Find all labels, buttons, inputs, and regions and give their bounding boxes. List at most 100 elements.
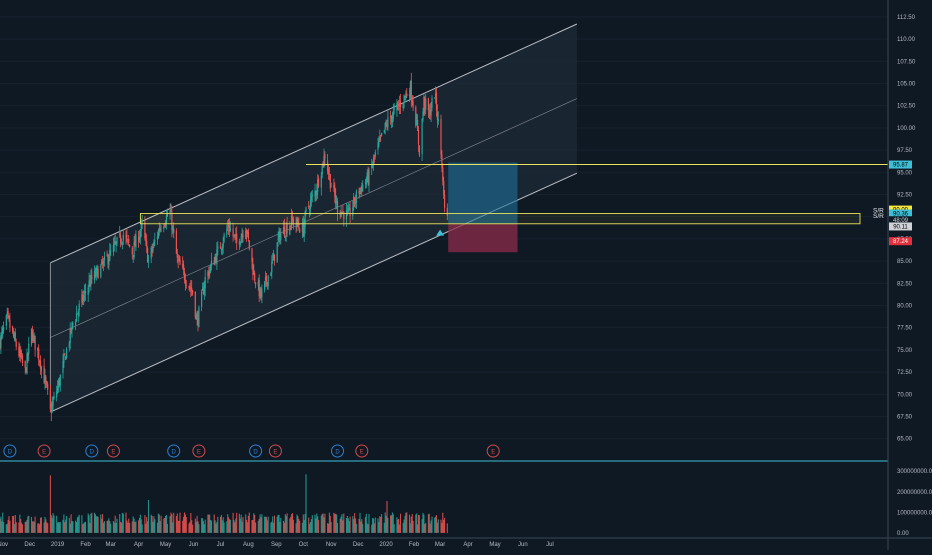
- candle-body: [435, 92, 438, 111]
- earnings-badge[interactable]: E: [37, 444, 51, 458]
- candle-body: [75, 321, 77, 325]
- volume-bar: [135, 521, 137, 533]
- volume-bar: [116, 518, 118, 533]
- earnings-badge[interactable]: E: [192, 444, 206, 458]
- time-axis-label: Jul: [217, 542, 225, 548]
- volume-bar: [335, 513, 337, 533]
- volume-bar: [203, 524, 205, 533]
- candle-body: [39, 361, 41, 363]
- earnings-badge[interactable]: E: [486, 444, 500, 458]
- candle-body: [122, 234, 124, 241]
- candle-body: [304, 211, 306, 227]
- volume-bar: [82, 524, 84, 533]
- volume-bar: [57, 522, 60, 533]
- candle-body: [219, 245, 222, 249]
- candle-body: [408, 94, 411, 97]
- earnings-badge[interactable]: E: [268, 444, 282, 458]
- volume-bar: [126, 520, 128, 533]
- candle-body: [246, 230, 249, 234]
- volume-bar: [310, 519, 312, 533]
- volume-tick-label: 200000000.00: [897, 490, 932, 496]
- volume-bar: [39, 517, 42, 533]
- candle-body: [152, 247, 154, 252]
- candle-body: [362, 184, 364, 192]
- dividend-badge[interactable]: D: [331, 444, 344, 458]
- candle-body: [441, 154, 443, 168]
- support-resistance-zones[interactable]: S/RS/R: [139, 164, 888, 236]
- badge-ring: [249, 444, 263, 458]
- volume-bar: [309, 522, 312, 533]
- volume-bar: [5, 524, 7, 533]
- volume-bar: [417, 524, 419, 533]
- volume-bar: [131, 521, 133, 533]
- volume-bar: [381, 514, 383, 533]
- price-tick-label: 75.00: [897, 348, 913, 354]
- candle-body: [327, 169, 330, 175]
- candle-body: [33, 335, 35, 337]
- volume-bar: [120, 521, 122, 533]
- volume-bar: [333, 512, 335, 533]
- long-position-tool[interactable]: [448, 162, 518, 253]
- stop-loss-zone[interactable]: [448, 223, 518, 253]
- volume-bar: [40, 517, 42, 533]
- time-axis[interactable]: Nov Dec 2019 Feb Mar Apr May Jun Jul Aug Sep Oct Nov…: [0, 542, 554, 548]
- candle-body: [236, 233, 238, 243]
- candle-body: [276, 242, 278, 263]
- candle-body: [415, 107, 417, 126]
- candle-body: [69, 327, 71, 344]
- volume-axis[interactable]: 300000000.00 200000000.00 100000000.00 0.00: [897, 469, 932, 537]
- support-zone[interactable]: [139, 213, 861, 225]
- candle-body: [197, 318, 199, 326]
- volume-bar: [127, 522, 129, 533]
- volume-bar: [324, 513, 326, 533]
- volume-bar: [171, 514, 173, 533]
- candle-body: [360, 187, 362, 189]
- volume-bar: [417, 514, 420, 533]
- volume-bar: [221, 520, 223, 533]
- candle-body: [210, 265, 212, 272]
- buy-signal-marker[interactable]: [436, 229, 445, 236]
- candle-body: [66, 348, 68, 359]
- candle-body: [283, 226, 285, 237]
- candle-body: [418, 145, 420, 156]
- volume-bar: [441, 522, 443, 533]
- candle-body: [131, 247, 133, 255]
- volume-bar: [65, 519, 67, 533]
- candle-body: [32, 334, 34, 342]
- candle-body: [198, 306, 200, 328]
- time-axis-label: Apr: [463, 542, 472, 548]
- volume-bar: [391, 512, 393, 533]
- dividend-badge[interactable]: D: [3, 444, 17, 458]
- dividend-badge[interactable]: D: [85, 444, 99, 458]
- candle-body: [223, 234, 225, 241]
- candle-body: [12, 331, 15, 337]
- volume-bar: [428, 513, 430, 533]
- earnings-badge[interactable]: E: [355, 444, 369, 458]
- volume-bar: [320, 515, 322, 533]
- candle-body: [183, 271, 186, 280]
- volume-bar: [33, 521, 35, 533]
- price-tag-label: 95.87: [893, 163, 909, 169]
- volume-bar: [405, 512, 407, 533]
- candle-body: [210, 260, 213, 266]
- candle-body: [57, 386, 59, 392]
- earnings-badge[interactable]: E: [106, 444, 120, 458]
- volume-bar: [387, 518, 389, 533]
- volume-bar: [108, 518, 110, 533]
- candle-body: [163, 226, 165, 229]
- dividend-badge[interactable]: D: [249, 444, 263, 458]
- dividend-badge[interactable]: D: [167, 444, 181, 458]
- channel-upper-line[interactable]: [50, 23, 578, 264]
- candle-body: [353, 196, 355, 207]
- volume-bar: [248, 512, 250, 533]
- candle-body: [166, 213, 168, 216]
- volume-bar: [292, 519, 294, 533]
- price-tag-label: 90.36: [893, 211, 909, 217]
- candle-body: [367, 172, 369, 184]
- channel-middle-line[interactable]: [50, 98, 578, 338]
- volume-bar: [45, 519, 47, 533]
